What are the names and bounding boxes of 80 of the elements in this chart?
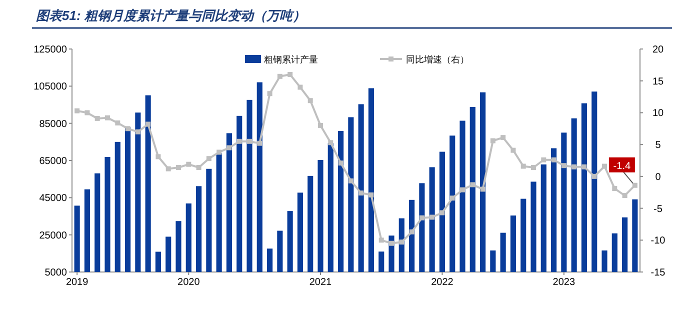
point [592,174,597,179]
point [460,187,465,192]
y-tick-label: 65000 [39,156,68,167]
point [236,138,242,144]
point [196,165,202,170]
point [176,165,181,170]
point [430,214,435,220]
point [541,157,546,162]
point [267,91,272,96]
point [146,122,151,127]
point [338,160,344,166]
y2-tick-label: 20 [652,44,664,56]
data-label: -1.4 [613,160,631,172]
point [440,210,445,216]
point [206,156,212,162]
point [378,238,384,243]
point [186,162,192,167]
point [450,196,455,201]
point [622,193,628,198]
y2-tick-label: 5 [655,140,662,152]
x-tick-label: 2022 [431,277,454,288]
point [368,192,374,198]
point [288,72,293,77]
point [470,182,476,188]
point [277,74,282,79]
point [561,163,566,168]
point [389,240,394,246]
point [612,186,618,192]
point [318,122,323,128]
point [308,98,313,104]
point [419,215,424,220]
x-tick-label: 2019 [66,277,89,288]
y2-tick-label: -10 [650,236,666,247]
point [115,120,120,126]
point [551,157,556,162]
point [358,190,364,196]
point [298,84,303,90]
point [156,154,161,160]
y-tick-label: 25000 [39,230,68,242]
y-tick-label: 45000 [39,193,68,204]
point [216,150,222,155]
point [520,164,526,169]
y-tick-label: 85000 [39,118,68,130]
point [328,140,334,146]
point [135,129,140,134]
point [399,240,404,245]
y2-tick-label: -15 [650,268,666,278]
x-tick-label: 2021 [309,277,332,288]
point [125,126,130,132]
x-tick-label: 2020 [178,277,200,288]
point [602,164,607,169]
point [409,229,414,234]
point [226,145,232,150]
point [84,110,90,116]
y-tick-label: 125000 [34,44,68,56]
point [531,165,536,170]
point [500,135,506,140]
point [480,186,486,192]
y-tick-label: 5000 [44,268,68,278]
point [166,166,171,172]
point [257,140,262,146]
y2-tick-label: 0 [655,172,662,183]
point [582,164,587,170]
point [74,108,80,114]
y2-tick-label: -5 [654,204,663,215]
legend-label: 粗钢累计产量 [264,54,318,64]
point [247,138,252,144]
x-tick-label: 2023 [552,277,576,288]
point [348,178,354,184]
point [490,138,496,144]
point [632,182,638,188]
point [105,115,110,120]
y2-tick-label: 15 [652,76,664,88]
legend-label: 同比增速（右） [406,54,469,64]
y-tick-label: 105000 [34,82,68,93]
point [94,116,100,121]
y2-tick-label: 10 [652,108,664,120]
point [510,148,516,153]
chart-title: 图表51: 粗钢月度累计产量与同比变动（万吨） [36,8,306,23]
point [572,164,577,170]
